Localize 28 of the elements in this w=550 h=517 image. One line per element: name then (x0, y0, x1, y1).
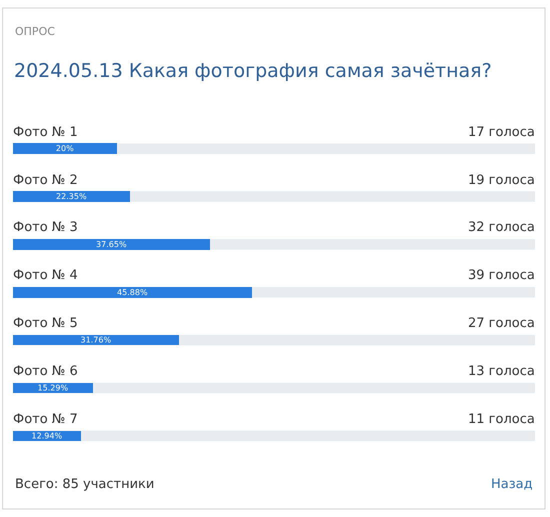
annotation: 17 голоса (468, 125, 535, 140)
chart-subtitle: ОПРОС (15, 25, 56, 38)
text: Всего: 85 участники (15, 477, 154, 492)
y-tick-label: Фото № 3 (13, 220, 78, 235)
data-label: 15.29% (38, 384, 68, 392)
bar (13, 143, 117, 154)
annotation: 32 голоса (468, 220, 535, 235)
data-label: 45.88% (117, 288, 148, 297)
data-label: 31.76% (80, 336, 112, 344)
annotation: 27 голоса (468, 316, 535, 331)
y-tick-label: Фото № 7 (13, 412, 78, 427)
annotation: 39 голоса (468, 268, 535, 283)
y-tick-label: Фото № 5 (13, 316, 78, 331)
data-label: 22.35% (56, 192, 87, 201)
data-label: 37.65% (96, 240, 127, 249)
y-tick-label: Фото № 6 (13, 364, 78, 379)
data-label: 20% (56, 144, 74, 153)
bar (13, 191, 130, 202)
chart-title: 2024.05.13 Какая фотография самая зачётная? (14, 60, 492, 82)
text: Назад (491, 477, 533, 492)
annotation: 11 голоса (468, 412, 535, 427)
annotation: 13 голоса (468, 364, 535, 379)
bar (13, 335, 179, 345)
annotation: 19 голоса (468, 173, 535, 188)
y-tick-label: Фото № 4 (13, 268, 78, 283)
y-tick-label: Фото № 2 (13, 173, 78, 188)
data-label: 12.94% (32, 432, 62, 440)
y-tick-label: Фото № 1 (13, 125, 78, 140)
